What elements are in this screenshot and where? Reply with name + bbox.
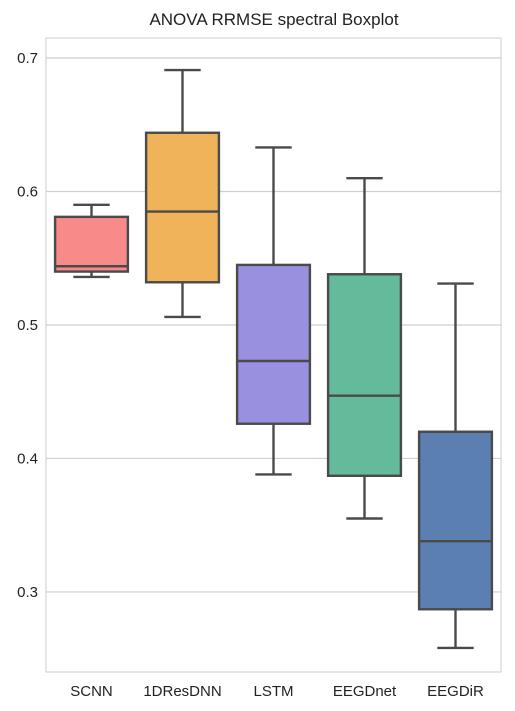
y-tick-label: 0.6 xyxy=(17,183,38,200)
y-tick-label: 0.7 xyxy=(17,50,38,67)
y-tick-label: 0.4 xyxy=(17,450,38,467)
iqr-box xyxy=(235,263,312,425)
box-1dresdnn xyxy=(144,68,221,319)
plot-area-frame xyxy=(45,37,502,673)
x-axis-tick-labels: SCNN 1DResDNN LSTM EEGDnet EEGDiR xyxy=(70,683,484,700)
y-tick-label: 0.3 xyxy=(17,584,38,601)
x-tick-label: EEGDiR xyxy=(427,683,484,700)
box-series xyxy=(53,68,494,650)
iqr-box xyxy=(417,430,494,611)
iqr-box xyxy=(53,215,130,273)
iqr-box xyxy=(144,131,221,284)
y-tick-label: 0.5 xyxy=(17,317,38,334)
x-tick-label: SCNN xyxy=(70,683,113,700)
y-axis-tick-labels: 0.3 0.4 0.5 0.6 0.7 xyxy=(17,50,38,601)
box-eegdnet xyxy=(326,176,403,520)
chart-title: ANOVA RRMSE spectral Boxplot xyxy=(149,10,398,29)
x-tick-label: 1DResDNN xyxy=(143,683,221,700)
x-tick-label: LSTM xyxy=(253,683,293,700)
box-scnn xyxy=(53,203,130,279)
x-tick-label: EEGDnet xyxy=(333,683,397,700)
iqr-box xyxy=(326,273,403,477)
box-lstm xyxy=(235,146,312,476)
box-eegdir xyxy=(417,282,494,650)
